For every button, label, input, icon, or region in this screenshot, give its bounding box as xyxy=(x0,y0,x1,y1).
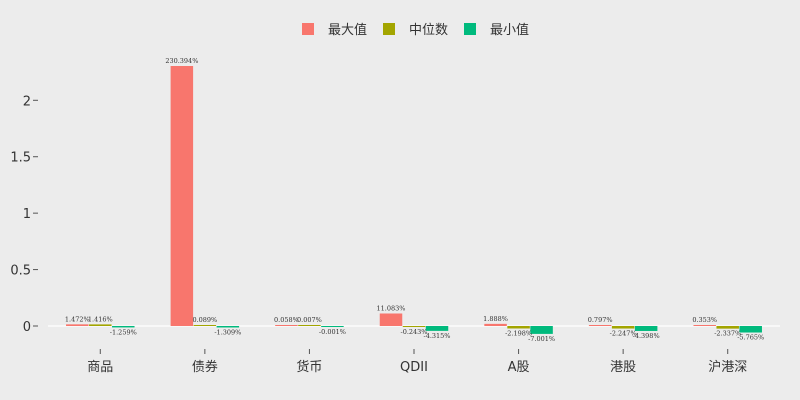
data-label-0-5: 0.797% xyxy=(588,316,613,324)
data-label-0-1: 230.394% xyxy=(165,57,198,65)
legend-label-2: 最小值 xyxy=(490,22,529,38)
y-tick-label: 1 xyxy=(23,207,31,222)
bar-1-4 xyxy=(507,326,530,329)
legend-swatch-0 xyxy=(302,23,314,35)
x-tick-label: 商品 xyxy=(87,360,113,375)
data-label-2-3: -4.315% xyxy=(424,332,451,340)
x-tick-label: 港股 xyxy=(610,360,636,375)
x-tick-label: 债券 xyxy=(192,359,218,375)
bar-2-2 xyxy=(321,326,344,327)
y-tick-label: 1.5 xyxy=(10,151,31,166)
bar-0-0 xyxy=(66,324,89,326)
bar-1-1 xyxy=(193,325,217,326)
data-label-1-6: -2.337% xyxy=(714,330,741,338)
bar-2-6 xyxy=(739,326,762,333)
bar-0-6 xyxy=(693,325,716,326)
data-label-0-0: 1.472% xyxy=(65,315,90,323)
legend-swatch-2 xyxy=(464,23,476,35)
bar-2-1 xyxy=(216,326,240,328)
bar-0-3 xyxy=(379,313,403,326)
x-tick-label: A股 xyxy=(508,360,530,375)
bar-0-4 xyxy=(484,323,507,326)
data-label-2-1: -1.309% xyxy=(214,328,241,336)
data-label-1-0: 1.416% xyxy=(88,315,113,323)
legend: 最大值 中位数 最小值 xyxy=(302,22,529,38)
data-label-2-2: -0.001% xyxy=(319,328,346,336)
x-tick-label: QDII xyxy=(400,360,428,375)
bar-1-5 xyxy=(611,326,635,329)
data-label-1-3: -0.243% xyxy=(401,328,428,336)
data-label-2-5: -4.398% xyxy=(633,332,660,340)
y-tick-label: 0.5 xyxy=(10,264,31,279)
bar-0-1 xyxy=(170,66,194,326)
y-tick-label: 2 xyxy=(23,94,31,109)
legend-label-1: 中位数 xyxy=(409,23,448,38)
data-label-0-2: 0.058% xyxy=(274,316,299,324)
data-label-2-6: -5.765% xyxy=(737,334,764,342)
bar-1-0 xyxy=(89,324,112,326)
x-tick-label: 沪港深 xyxy=(708,359,747,375)
data-label-1-4: -2.198% xyxy=(505,329,532,337)
y-tick-label: 0 xyxy=(23,320,31,335)
data-labels: 1.472%1.416% -1.259% 230.394% 0.089% -1.309%… xyxy=(65,57,764,343)
bars xyxy=(66,66,762,334)
data-label-1-2: 0.007% xyxy=(297,316,322,324)
legend-label-0: 最大值 xyxy=(328,22,367,38)
data-label-1-5: -2.247% xyxy=(610,330,637,338)
bar-1-3 xyxy=(402,326,426,327)
y-axis: 0 0.5 1 1.5 2 xyxy=(10,94,38,335)
data-label-0-4: 1.888% xyxy=(483,315,508,323)
data-label-2-4: -7.001% xyxy=(528,335,555,343)
bar-1-6 xyxy=(716,326,739,329)
bar-2-5 xyxy=(634,326,658,331)
bar-0-2 xyxy=(275,325,298,326)
x-tick-label: 货币 xyxy=(296,359,322,375)
data-label-0-3: 11.083% xyxy=(377,304,406,312)
data-label-2-0: -1.259% xyxy=(110,328,137,336)
bar-0-5 xyxy=(588,325,612,326)
data-label-1-1: 0.089% xyxy=(192,316,217,324)
bar-2-0 xyxy=(112,326,135,328)
data-label-0-6: 0.353% xyxy=(692,316,717,324)
bar-2-4 xyxy=(530,326,553,334)
bar-2-3 xyxy=(425,326,449,331)
bar-1-2 xyxy=(298,325,321,326)
legend-swatch-1 xyxy=(383,23,395,35)
